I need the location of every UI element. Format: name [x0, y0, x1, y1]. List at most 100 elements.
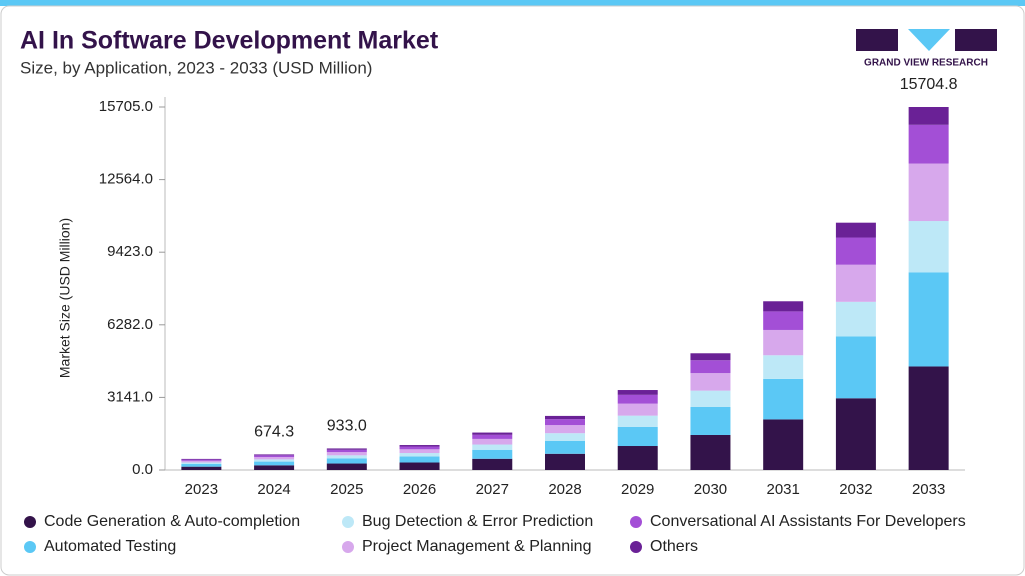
bar-segment: [545, 415, 585, 420]
bar-segment: [254, 459, 295, 462]
x-tick-label: 2025: [330, 481, 363, 498]
bar-segment: [835, 301, 876, 337]
bar-segment: [399, 462, 440, 470]
bar-segment: [326, 449, 367, 453]
x-tick-label: 2023: [185, 481, 218, 498]
bar-segment: [908, 107, 949, 125]
bar-segment: [399, 453, 440, 457]
bar-segment: [545, 425, 585, 434]
bar-segment: [181, 459, 222, 461]
bar-segment: [617, 394, 658, 404]
legend-swatch: [342, 541, 354, 553]
bar-segment: [181, 466, 222, 470]
bar-segment: [835, 336, 876, 399]
bar-segment: [835, 222, 876, 238]
legend-swatch: [24, 516, 36, 528]
x-tick-label: 2031: [766, 481, 799, 498]
bar-segment: [690, 373, 731, 391]
legend-swatch: [630, 541, 642, 553]
legend-label: Bug Detection & Error Prediction: [362, 513, 593, 530]
legend-label: Automated Testing: [44, 538, 176, 555]
y-tick-label: 6282.0: [107, 316, 153, 333]
x-tick-label: 2030: [694, 481, 727, 498]
y-tick-label: 12564.0: [99, 171, 153, 188]
x-tick-label: 2028: [548, 481, 581, 498]
bar-segment: [326, 455, 367, 459]
x-tick-label: 2026: [403, 481, 436, 498]
bar-segment: [763, 301, 804, 312]
bar-segment: [254, 455, 295, 458]
bar-segment: [617, 426, 658, 447]
bar-segment: [399, 445, 440, 447]
bar-segment: [690, 434, 731, 470]
legend-swatch: [342, 516, 354, 528]
bar-segment: [835, 398, 876, 470]
bar-segment: [254, 461, 295, 466]
bar-segment: [326, 452, 367, 456]
bar-segment: [763, 419, 804, 470]
y-tick-label: 15705.0: [99, 98, 153, 115]
bar-segment: [399, 446, 440, 450]
y-tick-label: 3141.0: [107, 388, 153, 405]
total-label: 15704.8: [900, 76, 958, 93]
x-tick-label: 2024: [257, 481, 290, 498]
bar-segment: [545, 453, 585, 470]
bar-segment: [835, 264, 876, 302]
bar-segment: [181, 462, 222, 465]
bar-segment: [181, 460, 222, 463]
bar-segment: [472, 444, 513, 450]
chart-title: AI In Software Development Market: [20, 27, 439, 55]
bar-segment: [763, 311, 804, 330]
bar-segment: [908, 163, 949, 222]
bar-segment: [763, 355, 804, 379]
bar-segment: [254, 457, 295, 460]
x-tick-label: 2029: [621, 481, 654, 498]
bar-segment: [690, 390, 731, 407]
bar-segment: [545, 433, 585, 441]
bar-segment: [763, 378, 804, 420]
legend-label: Code Generation & Auto-completion: [44, 513, 300, 530]
bar-segment: [326, 448, 367, 450]
bar-segment: [545, 419, 585, 426]
chart-subtitle: Size, by Application, 2023 - 2033 (USD M…: [20, 58, 372, 77]
x-tick-label: 2032: [839, 481, 872, 498]
bar-segment: [690, 360, 731, 374]
bar-segment: [254, 465, 295, 470]
y-tick-label: 9423.0: [107, 243, 153, 260]
bar-segment: [545, 440, 585, 454]
x-tick-label: 2033: [912, 481, 945, 498]
bar-segment: [472, 432, 513, 435]
bar-segment: [908, 272, 949, 367]
bar-segment: [181, 458, 222, 460]
bar-segment: [690, 353, 731, 361]
y-axis-label: Market Size (USD Million): [57, 218, 73, 378]
bar-segment: [690, 406, 731, 435]
total-label: 674.3: [254, 424, 294, 441]
bar-segment: [472, 438, 513, 445]
logo: [856, 29, 997, 51]
bar-segment: [399, 449, 440, 454]
x-tick-label: 2027: [476, 481, 509, 498]
total-label: 933.0: [327, 418, 367, 435]
bar-segment: [908, 221, 949, 273]
bar-segment: [617, 390, 658, 395]
legend-label: Others: [650, 538, 698, 555]
legend-swatch: [24, 541, 36, 553]
brand: GRAND VIEW RESEARCH: [864, 58, 988, 69]
bar-segment: [254, 454, 295, 456]
bar-segment: [908, 366, 949, 470]
bar-segment: [908, 124, 949, 164]
bar-segment: [617, 446, 658, 470]
legend-label: Project Management & Planning: [362, 538, 591, 555]
bar-segment: [181, 464, 222, 467]
legend-swatch: [630, 516, 642, 528]
bar-segment: [835, 237, 876, 265]
bar-segment: [399, 456, 440, 463]
bar-segment: [472, 434, 513, 439]
bar-segment: [326, 463, 367, 470]
legend-label: Conversational AI Assistants For Develop…: [650, 513, 966, 530]
bar-segment: [472, 449, 513, 459]
top-strip: [0, 0, 1025, 6]
bar-segment: [763, 329, 804, 356]
